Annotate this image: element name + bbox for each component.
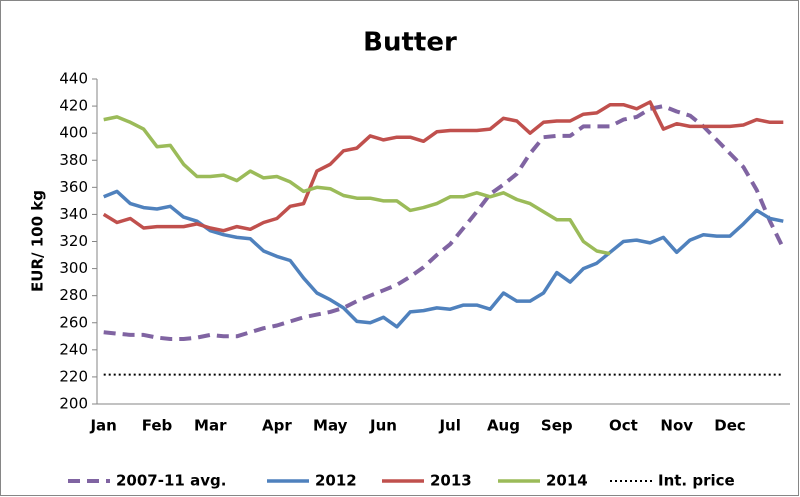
x-tick-label: Oct bbox=[609, 417, 638, 435]
x-tick-label: Apr bbox=[262, 417, 292, 435]
legend-label: Int. price bbox=[658, 472, 735, 490]
legend-label: 2013 bbox=[430, 472, 472, 490]
y-tick-label: 240 bbox=[59, 340, 88, 358]
y-axis-label: EUR/ 100 kg bbox=[29, 190, 47, 292]
legend-label: 2012 bbox=[315, 472, 357, 490]
x-tick-label: Jan bbox=[89, 417, 116, 435]
y-tick-label: 360 bbox=[59, 178, 88, 196]
y-tick-label: 200 bbox=[59, 395, 88, 413]
y-tick-label: 380 bbox=[59, 151, 88, 169]
y-tick-label: 280 bbox=[59, 286, 88, 304]
y-tick-label: 400 bbox=[59, 124, 88, 142]
line-series bbox=[103, 189, 784, 329]
legend-label: 2007-11 avg. bbox=[116, 472, 226, 490]
line-series bbox=[103, 104, 786, 341]
chart-title: Butter bbox=[363, 28, 457, 58]
y-tick-label: 300 bbox=[59, 259, 88, 277]
y-tick-label: 260 bbox=[59, 313, 88, 331]
x-tick-label: Mar bbox=[194, 417, 227, 435]
x-tick-label: Aug bbox=[487, 417, 520, 435]
y-tick-label: 340 bbox=[59, 205, 88, 223]
x-tick-label: Jul bbox=[438, 417, 460, 435]
line-series bbox=[103, 115, 611, 256]
x-tick-label: Jun bbox=[369, 417, 397, 435]
x-tick-label: May bbox=[313, 417, 348, 435]
y-tick-label: 320 bbox=[59, 232, 88, 250]
y-tick-label: 420 bbox=[59, 97, 88, 115]
y-tick-label: 220 bbox=[59, 367, 88, 385]
x-tick-label: Sep bbox=[541, 417, 573, 435]
x-tick-label: Nov bbox=[660, 417, 693, 435]
x-tick-label: Dec bbox=[714, 417, 746, 435]
x-tick-label: Feb bbox=[142, 417, 173, 435]
legend-label: 2014 bbox=[546, 472, 588, 490]
line-series bbox=[102, 100, 784, 233]
y-tick-label: 440 bbox=[59, 70, 88, 88]
